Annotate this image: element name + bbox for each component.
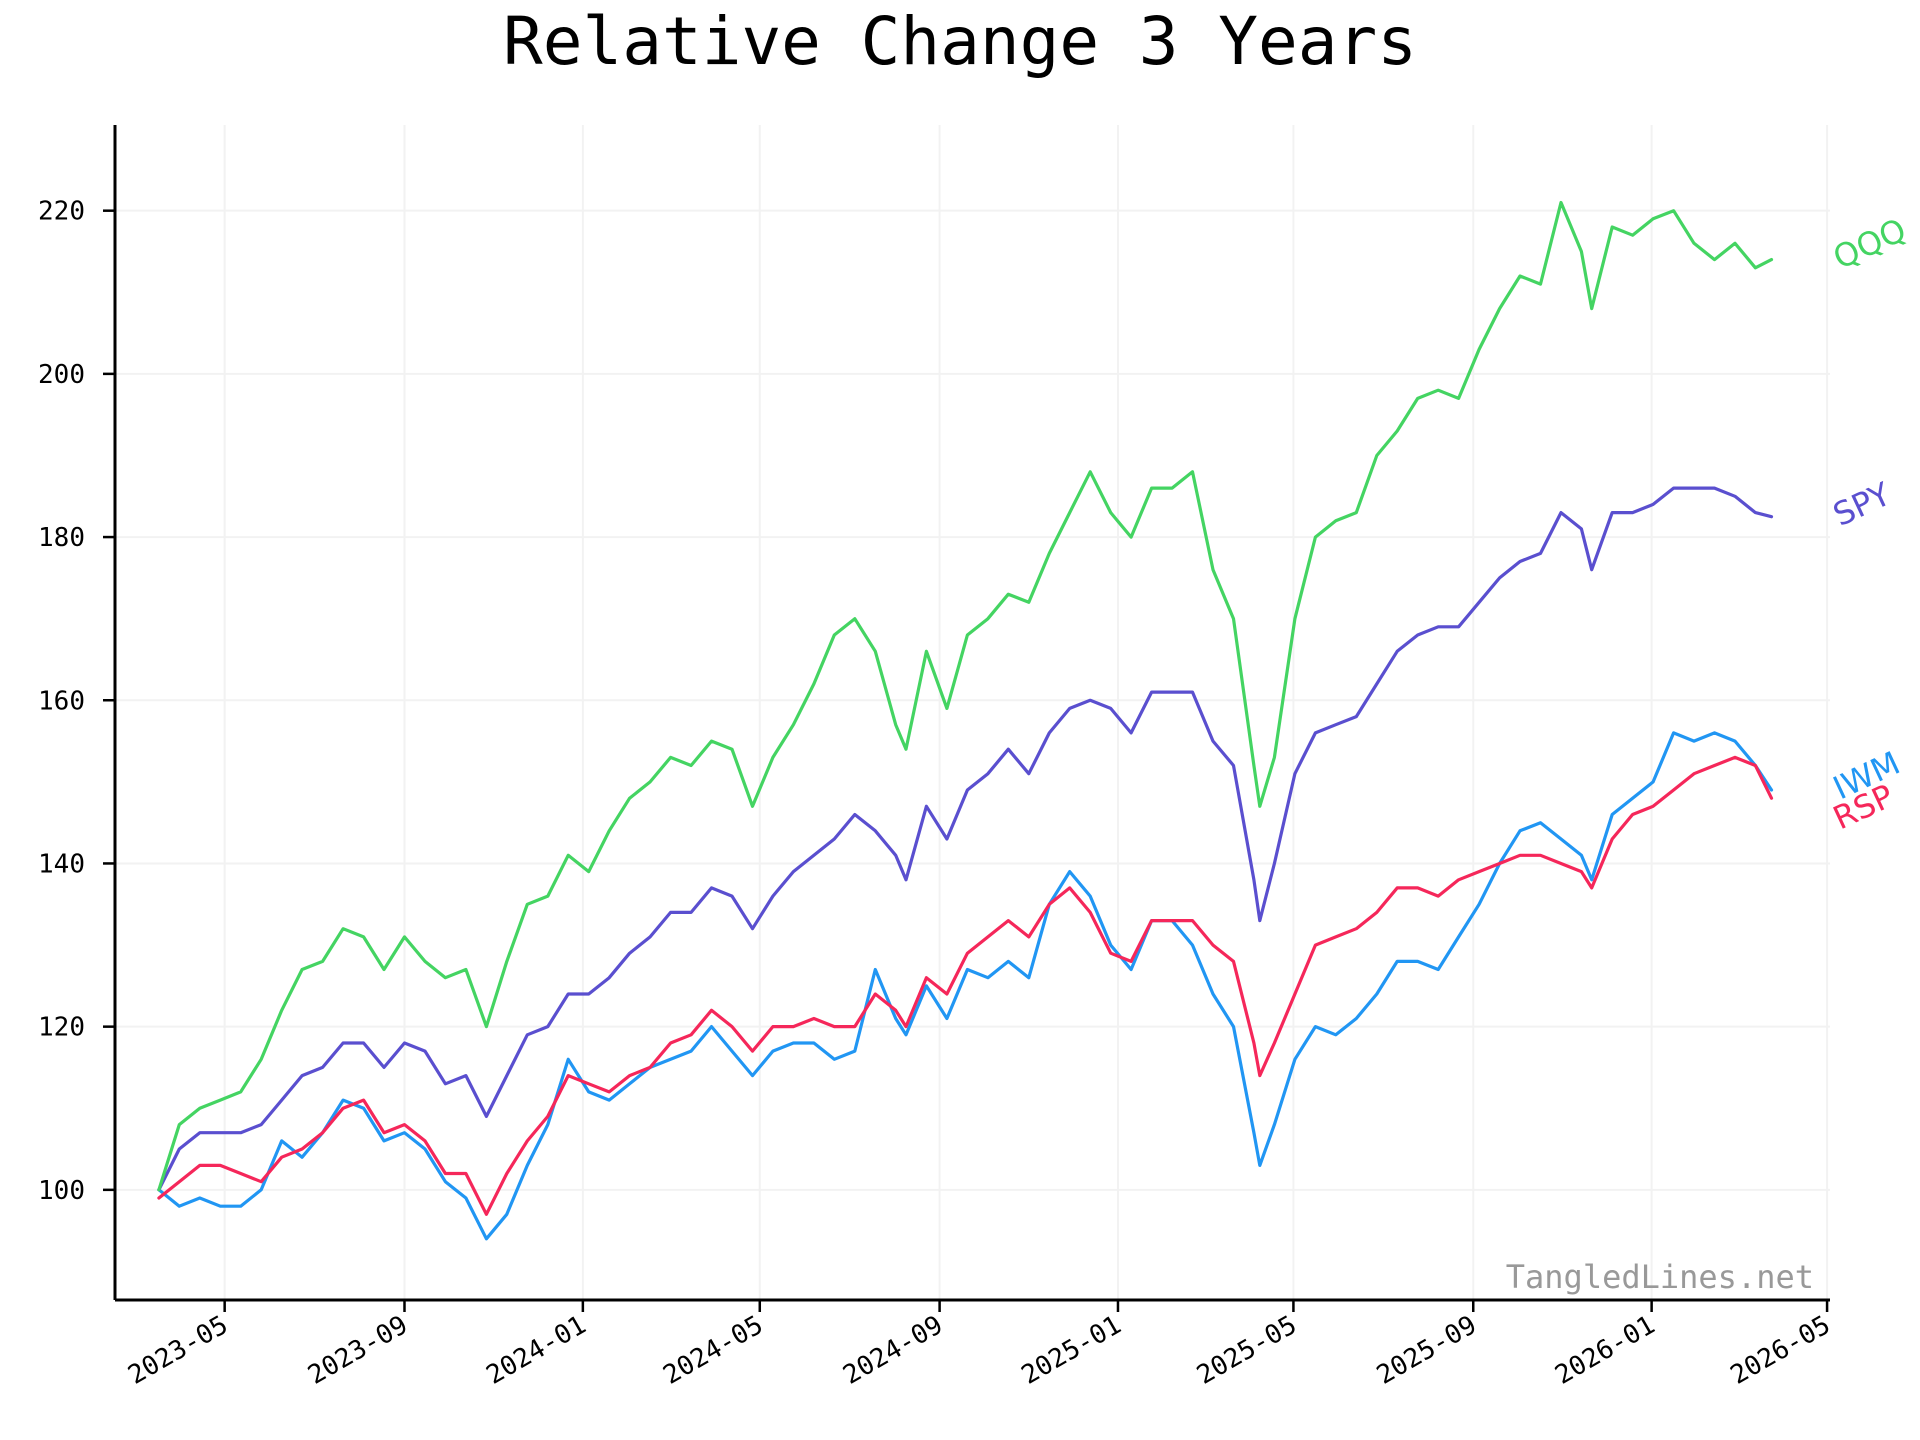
series-label-qqq: QQQ xyxy=(1827,211,1912,277)
grid-layer xyxy=(115,125,1830,1300)
x-tick-label: 2023-09 xyxy=(303,1310,413,1391)
axis-layer: 100 120 140 160 180 200 220 2023-05 2023-09 2024-… xyxy=(38,125,1836,1391)
y-tick-label: 180 xyxy=(38,523,85,553)
y-tick-label: 100 xyxy=(38,1176,85,1206)
watermark: TangledLines.net xyxy=(1506,1258,1814,1296)
y-tick-label: 160 xyxy=(38,686,85,716)
x-tick-label: 2023-05 xyxy=(123,1310,233,1391)
series-line-spy xyxy=(157,486,1774,1192)
series-layer xyxy=(157,200,1774,1241)
series-label-spy: SPY xyxy=(1827,475,1896,534)
y-tick-label: 120 xyxy=(38,1013,85,1043)
series-line-qqq xyxy=(157,200,1774,1192)
x-tick-label: 2026-05 xyxy=(1726,1310,1836,1391)
x-tick-label: 2026-01 xyxy=(1550,1310,1660,1391)
y-tick-label: 200 xyxy=(38,360,85,390)
series-line-iwm xyxy=(157,731,1774,1241)
x-tick-label: 2025-01 xyxy=(1017,1310,1127,1391)
x-tick-label: 2024-05 xyxy=(658,1310,768,1391)
chart-title: Relative Change 3 Years xyxy=(503,3,1417,80)
x-tick-label: 2024-01 xyxy=(481,1310,591,1391)
y-tick-label: 220 xyxy=(38,197,85,227)
x-tick-label: 2025-05 xyxy=(1192,1310,1302,1391)
x-tick-label: 2025-09 xyxy=(1372,1310,1482,1391)
y-tick-label: 140 xyxy=(38,849,85,879)
series-line-rsp xyxy=(157,755,1774,1216)
x-tick-label: 2024-09 xyxy=(838,1310,948,1391)
